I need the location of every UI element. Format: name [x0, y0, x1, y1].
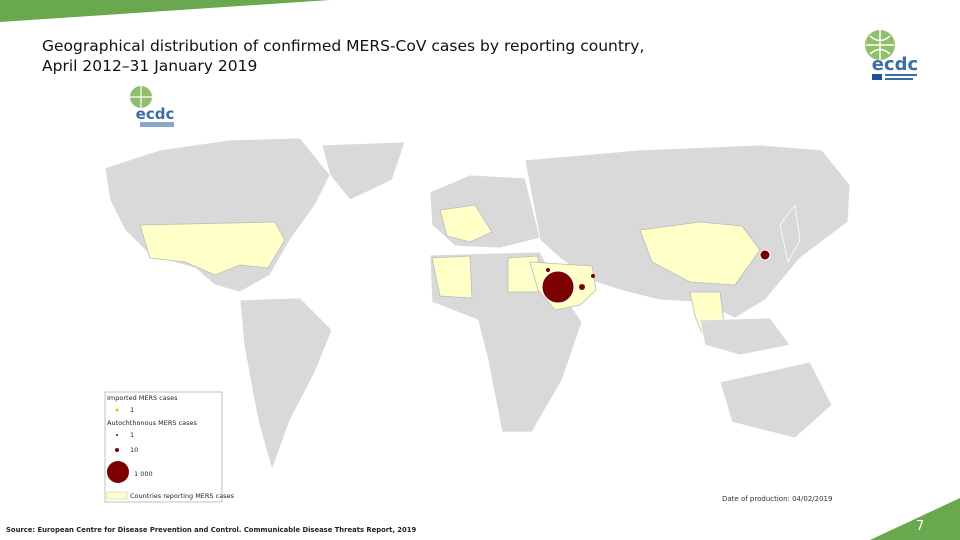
reporting-country [439, 204, 493, 243]
case-marker [759, 249, 771, 261]
southeast-asia [699, 317, 791, 356]
case-marker [541, 270, 575, 304]
legend-label: 1 [130, 431, 134, 439]
source: Source: European Centre for Disease Prev… [6, 526, 416, 534]
case-marker [591, 274, 595, 278]
logo: ecdc [865, 30, 918, 80]
japan [779, 203, 801, 264]
case-marker [579, 284, 585, 290]
legend-label: 10 [130, 446, 138, 454]
reporting-country [639, 221, 761, 286]
map-logo: ecdc [130, 86, 174, 127]
legend-heading: Autochthonous MERS cases [107, 419, 197, 427]
logo-text: ecdc [872, 54, 918, 75]
logo-text: ecdc [136, 105, 175, 123]
reporting-country [431, 255, 473, 299]
case-markers [541, 249, 771, 304]
south-america [239, 297, 333, 472]
page-number: 7 [916, 519, 924, 534]
corner-strip [0, 0, 330, 22]
world-map [104, 134, 851, 506]
legend-label: 1 [130, 406, 134, 414]
legend: Imported MERS cases 1 Autochthonous MERS… [104, 391, 235, 503]
legend-label: Countries reporting MERS cases [130, 492, 235, 500]
legend-heading: Imported MERS cases [107, 394, 178, 402]
case-marker [546, 268, 550, 272]
title: April 2012–31 January 2019 [42, 57, 257, 75]
legend-label: 1 000 [134, 470, 153, 478]
corner-strip [870, 498, 960, 540]
australia [719, 361, 833, 439]
title: Geographical distribution of confirmed M… [42, 37, 644, 55]
reporting-country [139, 221, 286, 276]
greenland [321, 141, 406, 201]
date-of-production: Date of production: 04/02/2019 [722, 495, 832, 503]
